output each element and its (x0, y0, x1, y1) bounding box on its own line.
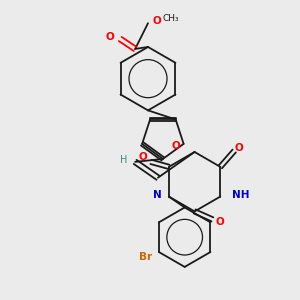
Text: Br: Br (139, 252, 152, 262)
Text: H: H (120, 155, 127, 165)
Text: CH₃: CH₃ (163, 14, 179, 23)
Text: O: O (153, 16, 162, 26)
Text: N: N (153, 190, 161, 200)
Text: O: O (216, 217, 225, 227)
Text: NH: NH (232, 190, 250, 200)
Text: O: O (106, 32, 115, 42)
Text: O: O (171, 141, 180, 151)
Text: O: O (139, 152, 148, 162)
Text: O: O (235, 143, 244, 153)
